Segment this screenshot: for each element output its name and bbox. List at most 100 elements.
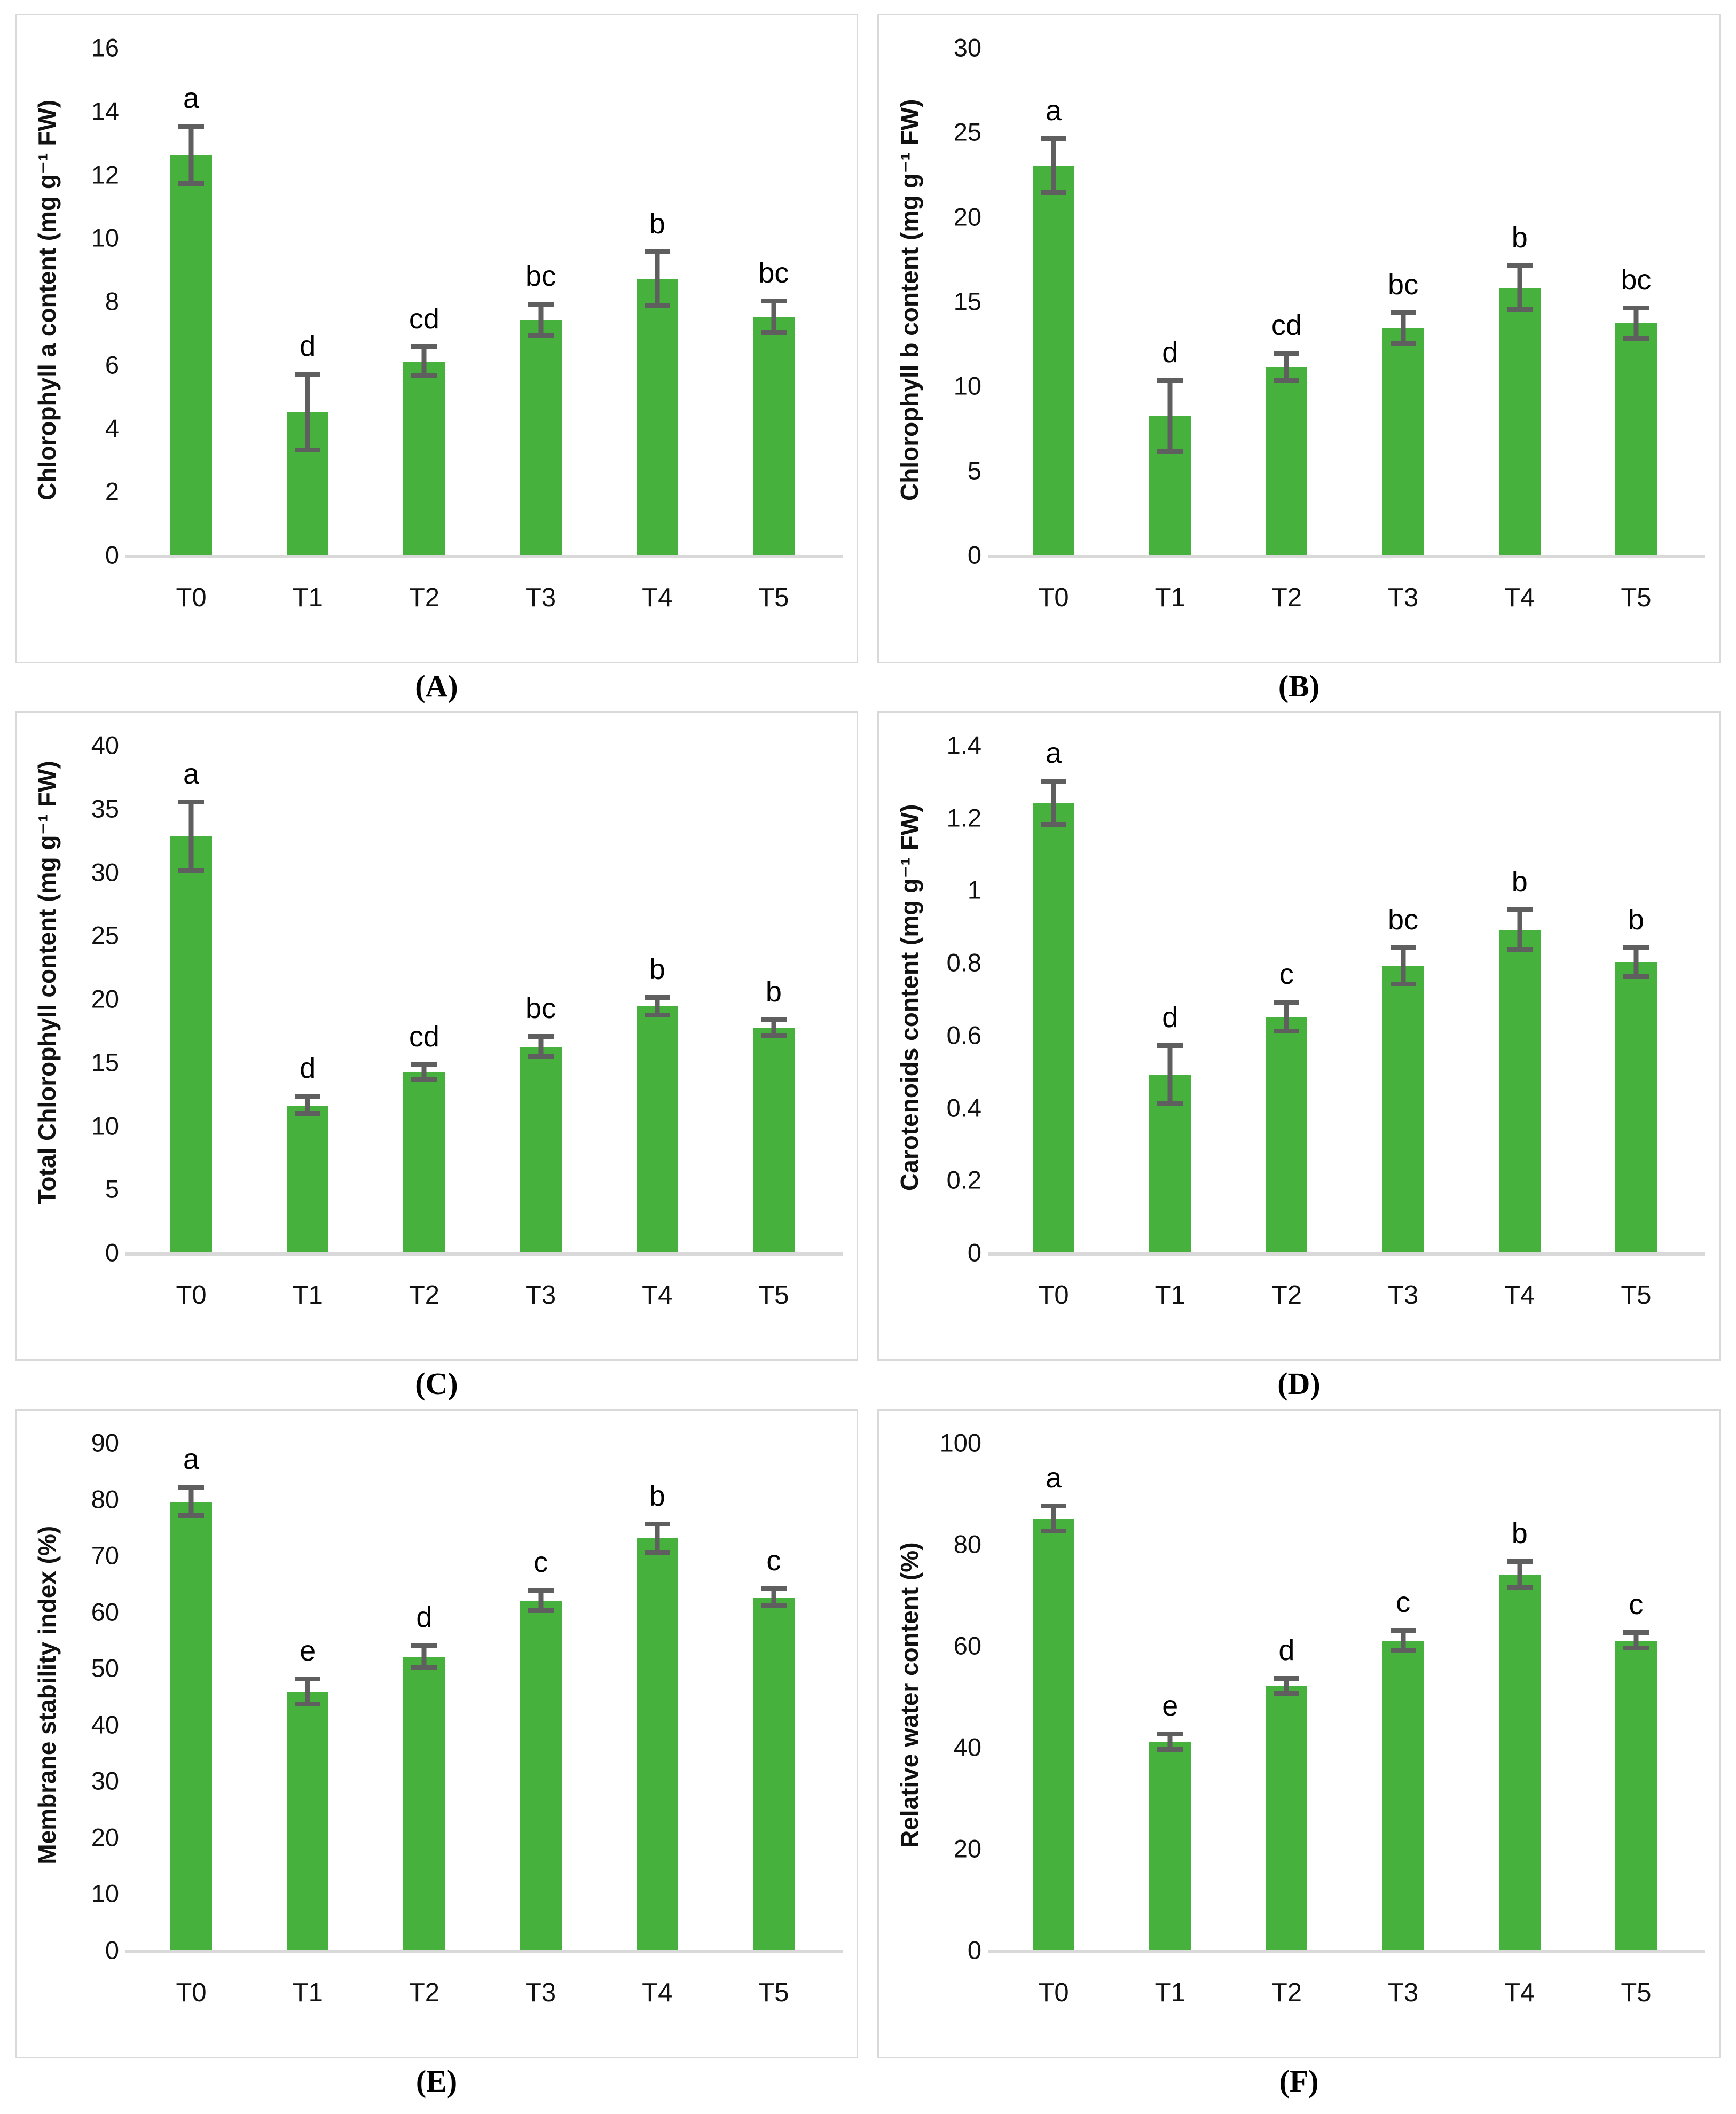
- error-bar-cap-bottom: [1506, 1584, 1533, 1590]
- error-bar-cap-top: [1506, 1559, 1533, 1564]
- chart-panel-e: Membrane stability index (%) 0 10 20 30 40 50 6…: [15, 1409, 858, 2058]
- error-bar-cap-top: [1506, 263, 1533, 268]
- significance-letter: b: [1511, 221, 1528, 254]
- bar-t3: [1382, 328, 1424, 555]
- y-tick-label: 0: [967, 541, 981, 569]
- x-tick-label-t1: T1: [292, 1978, 323, 2007]
- bar-slot-t5: b: [1578, 745, 1694, 1252]
- x-tick-label-t1: T1: [1154, 583, 1185, 612]
- bar-t0: [1033, 1518, 1075, 1950]
- y-tick-label: 60: [953, 1631, 981, 1660]
- bar-slot-t2: d: [366, 1443, 482, 1950]
- error-bar-cap-bottom: [178, 1513, 205, 1518]
- y-tick-label: 70: [91, 1541, 119, 1570]
- y-tick-label: 35: [91, 794, 119, 823]
- y-tick-label: 40: [953, 1733, 981, 1761]
- bar-slot-t1: d: [1112, 745, 1228, 1252]
- significance-letter: e: [1162, 1690, 1179, 1722]
- y-tick-label: 25: [953, 118, 981, 146]
- bar-t0: [1033, 803, 1075, 1252]
- significance-letter: a: [183, 757, 200, 790]
- error-bar-cap-bottom: [760, 1603, 787, 1609]
- x-tick-label-t5: T5: [1621, 1978, 1652, 2007]
- bar-t5: [752, 1028, 795, 1252]
- error-bar-line: [1051, 781, 1056, 825]
- significance-letter: a: [1046, 1461, 1062, 1494]
- bar-slot-t1: e: [249, 1443, 366, 1950]
- bar-slot-t0: a: [995, 1443, 1112, 1950]
- chart-panel-b: Chlorophyll b content (mg g⁻¹ FW) 0 5 10 15 2…: [877, 14, 1721, 663]
- y-tick-label: 14: [91, 97, 119, 126]
- error-bar-cap-top: [528, 1034, 554, 1039]
- significance-letter: d: [1278, 1634, 1295, 1666]
- bar-slot-t2: d: [1228, 1443, 1345, 1950]
- error-bar-cap-bottom: [1157, 1747, 1183, 1752]
- significance-letter: c: [766, 1545, 781, 1577]
- y-tick-label: 15: [953, 287, 981, 316]
- bar-t5: [752, 317, 795, 555]
- error-bar-line: [305, 1679, 310, 1704]
- cell-panel-d: Carotenoids content (mg g⁻¹ FW) 0 0.2 0.4 0.…: [877, 711, 1721, 1406]
- bar-t2: [403, 1072, 445, 1252]
- error-bar-cap-bottom: [1041, 822, 1067, 827]
- bar-t3: [520, 320, 562, 555]
- significance-letter: c: [1279, 958, 1294, 990]
- x-axis-line: [125, 1950, 843, 1953]
- error-bar-cap-bottom: [760, 1032, 787, 1038]
- significance-letter: bc: [1388, 269, 1419, 301]
- bar-slot-t1: d: [249, 48, 366, 555]
- x-axis-line: [125, 555, 843, 558]
- error-bar-line: [1051, 139, 1056, 193]
- significance-letter: cd: [409, 303, 439, 335]
- error-bar-cap-top: [644, 995, 670, 1000]
- error-bar-cap-top: [178, 124, 205, 129]
- bar-slot-t0: a: [995, 48, 1112, 555]
- significance-letter: d: [300, 1052, 316, 1084]
- significance-letter: a: [183, 82, 200, 115]
- cell-panel-f: Relative water content (%) 0 20 40 60 80 100 a T…: [877, 1409, 1721, 2103]
- bar-t0: [170, 155, 213, 555]
- chart-panel-a: Chlorophyll a content (mg g⁻¹ FW) 0 2 4 6 8 10…: [15, 14, 858, 663]
- x-tick-label-t4: T4: [1504, 583, 1535, 612]
- figure-grid: Chlorophyll a content (mg g⁻¹ FW) 0 2 4 6 8 10…: [15, 14, 1721, 2103]
- y-axis-title: Chlorophyll b content (mg g⁻¹ FW): [896, 99, 924, 502]
- significance-letter: b: [1511, 1517, 1528, 1550]
- error-bar-line: [1633, 948, 1639, 977]
- bar-t4: [636, 1006, 678, 1252]
- x-tick-label-t2: T2: [409, 583, 439, 612]
- bar-t2: [1266, 367, 1308, 555]
- error-bar-line: [771, 1020, 776, 1036]
- bar-t4: [636, 1538, 678, 1950]
- error-bar-line: [305, 374, 310, 451]
- y-tick-label: 0.2: [946, 1165, 981, 1194]
- error-bar-cap-bottom: [644, 303, 670, 308]
- bar-t1: [1149, 1742, 1191, 1950]
- x-tick-label-t3: T3: [1387, 1978, 1419, 2007]
- x-tick-label-t3: T3: [525, 1978, 556, 2007]
- error-bar-cap-bottom: [295, 1701, 321, 1706]
- x-tick-label-t0: T0: [1038, 583, 1069, 612]
- error-bar-cap-bottom: [760, 330, 787, 335]
- x-tick-label-t4: T4: [642, 1281, 673, 1310]
- bar-t5: [752, 1598, 795, 1950]
- y-tick-label: 100: [939, 1428, 981, 1457]
- bar-t4: [1498, 1575, 1541, 1950]
- error-bar-line: [655, 1524, 660, 1553]
- error-bar-line: [1167, 1046, 1173, 1104]
- error-bar-line: [1051, 1506, 1056, 1532]
- significance-letter: b: [649, 207, 665, 240]
- x-tick-label-t2: T2: [1271, 583, 1302, 612]
- error-bar-cap-bottom: [1041, 1529, 1067, 1534]
- error-bar-cap-top: [760, 1586, 787, 1592]
- error-bar-cap-bottom: [1157, 449, 1183, 454]
- significance-letter: b: [765, 976, 782, 1008]
- error-bar-cap-top: [295, 1677, 321, 1682]
- significance-letter: d: [300, 330, 316, 362]
- bar-slot-t3: bc: [1345, 745, 1462, 1252]
- error-bar-cap-top: [1041, 136, 1067, 141]
- error-bar-line: [1284, 354, 1289, 381]
- error-bar-cap-bottom: [1390, 341, 1416, 346]
- bar-slot-t5: c: [1578, 1443, 1694, 1950]
- error-bar-cap-top: [411, 1643, 437, 1648]
